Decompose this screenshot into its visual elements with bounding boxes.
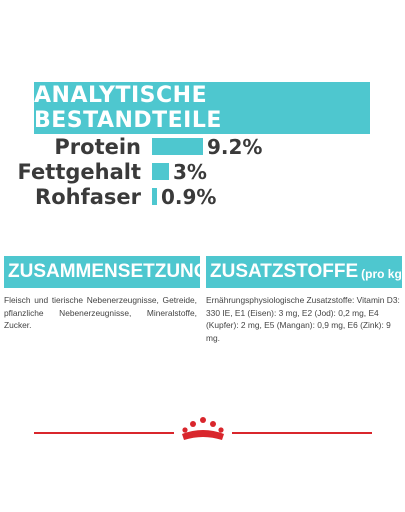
nutrient-value: 9.2% — [207, 135, 263, 159]
nutrient-bar — [152, 138, 203, 155]
nutrient-label: Rohfaser — [35, 185, 141, 209]
additives-title-suffix: (pro kg) — [361, 266, 402, 281]
nutrient-label: Protein — [54, 135, 141, 159]
composition-title-text: ZUSAMMENSETZUNG — [8, 261, 200, 282]
nutrient-value: 0.9% — [161, 185, 217, 209]
additives-title-text: ZUSATZSTOFFE — [210, 261, 359, 282]
additives-title: ZUSATZSTOFFE (pro kg) — [206, 256, 402, 288]
composition-title: ZUSAMMENSETZUNG — [4, 256, 200, 288]
nutrient-row-rohfaser: Rohfaser 0.9% — [0, 184, 405, 210]
composition-text: Fleisch und tierische Nebenerzeugnisse, … — [4, 295, 197, 330]
royal-canin-crown-logo — [182, 417, 224, 440]
section-header-title: ANALYTISCHE BESTANDTEILE — [34, 83, 222, 133]
section-header-analytische-bestandteile: ANALYTISCHE BESTANDTEILE — [34, 82, 370, 134]
nutrient-label: Fettgehalt — [17, 160, 141, 184]
additives-text: Ernährungsphysiologische Zusatzstoffe: V… — [206, 295, 400, 343]
footer-divider-right — [232, 432, 372, 434]
nutrient-bar — [152, 163, 169, 180]
nutrient-bar — [152, 188, 157, 205]
nutrient-row-fettgehalt: Fettgehalt 3% — [0, 159, 405, 185]
nutrient-row-protein: Protein 9.2% — [0, 134, 405, 160]
footer-divider-left — [34, 432, 174, 434]
nutrient-value: 3% — [173, 160, 207, 184]
